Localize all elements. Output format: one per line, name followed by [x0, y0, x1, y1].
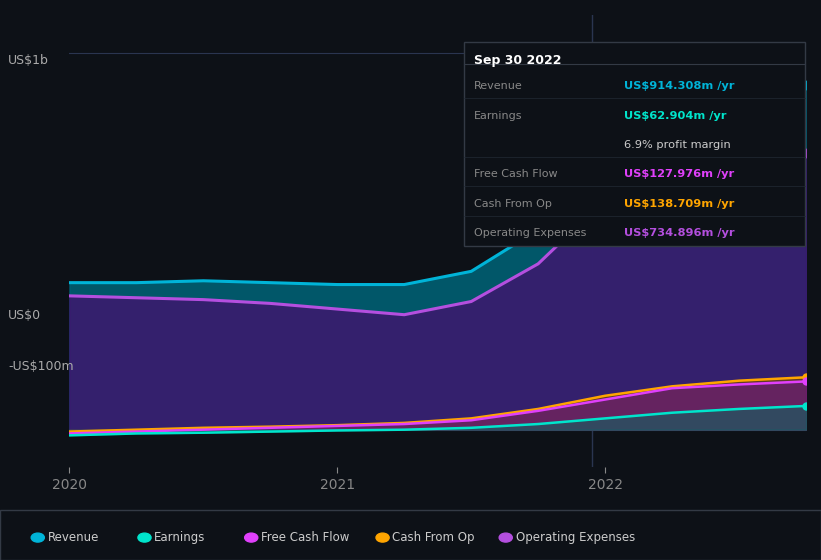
Text: Revenue: Revenue: [48, 531, 99, 544]
Text: Earnings: Earnings: [474, 110, 522, 120]
Text: Free Cash Flow: Free Cash Flow: [474, 169, 557, 179]
Text: Operating Expenses: Operating Expenses: [474, 228, 586, 238]
Text: Cash From Op: Cash From Op: [392, 531, 475, 544]
Text: US$62.904m /yr: US$62.904m /yr: [624, 110, 727, 120]
Text: Operating Expenses: Operating Expenses: [516, 531, 635, 544]
Text: US$1b: US$1b: [8, 54, 49, 67]
Text: Earnings: Earnings: [154, 531, 206, 544]
Text: US$914.308m /yr: US$914.308m /yr: [624, 81, 735, 91]
Text: US$734.896m /yr: US$734.896m /yr: [624, 228, 735, 238]
Text: -US$100m: -US$100m: [8, 360, 74, 372]
Text: US$0: US$0: [8, 309, 41, 322]
Text: US$138.709m /yr: US$138.709m /yr: [624, 199, 734, 209]
Text: Free Cash Flow: Free Cash Flow: [261, 531, 350, 544]
Text: US$127.976m /yr: US$127.976m /yr: [624, 169, 734, 179]
Text: Sep 30 2022: Sep 30 2022: [474, 54, 562, 67]
Text: Revenue: Revenue: [474, 81, 522, 91]
Text: 6.9% profit margin: 6.9% profit margin: [624, 140, 731, 150]
Text: Cash From Op: Cash From Op: [474, 199, 552, 209]
